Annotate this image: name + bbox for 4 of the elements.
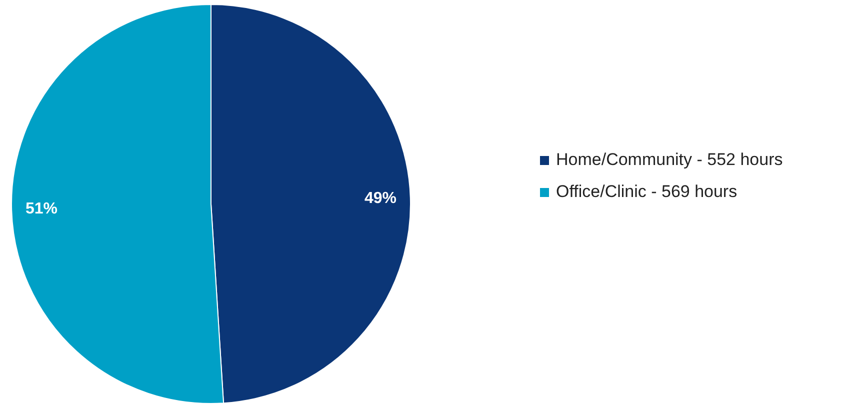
legend-label: Office/Clinic - 569 hours xyxy=(556,182,738,202)
data-label: 49% xyxy=(364,190,397,208)
legend-label: Home/Community - 552 hours xyxy=(556,150,783,170)
data-label: 51% xyxy=(25,200,58,218)
